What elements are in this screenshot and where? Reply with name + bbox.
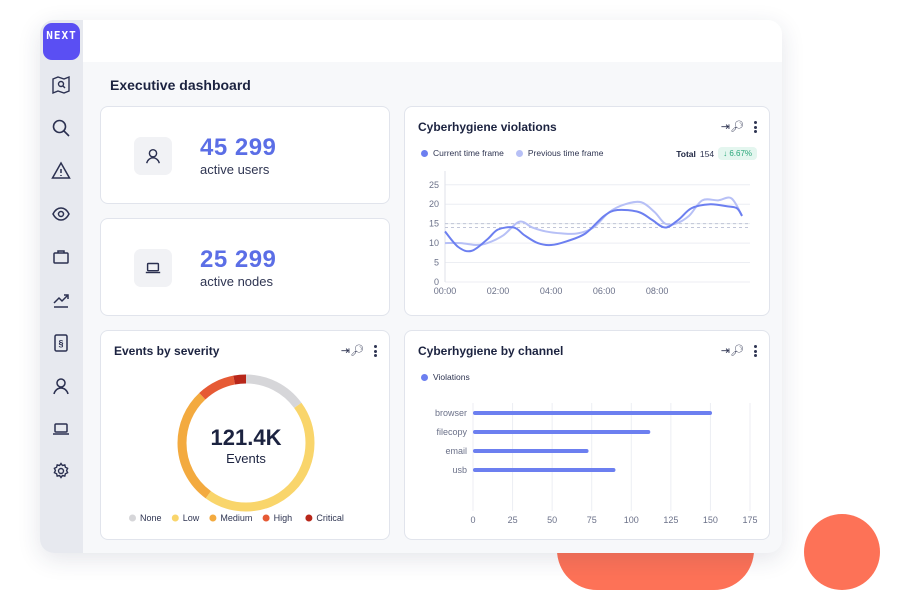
active-users-card: 45 299 active users [100, 106, 390, 204]
x-tick-label: 02:00 [487, 286, 510, 296]
category-label-usb: usb [452, 465, 467, 475]
bar-browser [473, 411, 713, 415]
channel-bar-chart: 0 25 50 75 100 125 150 175 browser filecopy email u… [435, 403, 758, 525]
legend-label-medium: Medium [220, 513, 252, 523]
donut-center-label: Events [226, 451, 266, 466]
y-tick-label: 25 [429, 180, 439, 190]
channel-card: Cyberhygiene by channel ⇥🔎︎ Violations 0… [404, 330, 770, 540]
laptop-icon [134, 249, 172, 287]
logo[interactable]: NEXT [43, 23, 80, 60]
legend-label-high: High [274, 513, 293, 523]
y-tick-label: 20 [429, 199, 439, 209]
legend-label-none: None [140, 513, 162, 523]
y-tick-label: 10 [429, 238, 439, 248]
more-menu-icon[interactable] [374, 345, 377, 357]
drilldown-icon[interactable]: ⇥🔎︎ [720, 121, 744, 133]
x-tick-label: 08:00 [646, 286, 669, 296]
legend-dot-low [171, 514, 179, 522]
change-badge: ↓ 6.67% [718, 147, 757, 160]
severity-title: Events by severity [114, 344, 220, 358]
legend-dot-medium [209, 514, 217, 522]
drilldown-icon[interactable]: ⇥🔎︎ [720, 345, 744, 357]
category-label-browser: browser [435, 408, 467, 418]
category-label-email: email [445, 446, 467, 456]
laptop-icon[interactable] [51, 419, 71, 439]
svg-text:§: § [58, 339, 63, 349]
bar-email [473, 449, 589, 453]
x-tick-label: 25 [508, 515, 518, 525]
policy-icon[interactable]: § [51, 333, 71, 353]
bar-filecopy [473, 430, 651, 434]
legend-dot-critical [305, 514, 313, 522]
severity-card: Events by severity ⇥🔎︎ 121.4K Events None L… [100, 330, 390, 540]
legend-violations-label: Violations [433, 372, 470, 382]
x-tick-label: 00:00 [434, 286, 457, 296]
legend-violations[interactable]: Violations [421, 372, 470, 382]
gear-icon[interactable] [51, 461, 71, 481]
briefcase-icon[interactable] [51, 247, 71, 267]
donut-slice-critical [177, 374, 315, 512]
warning-icon[interactable] [51, 161, 71, 181]
more-menu-icon[interactable] [754, 345, 757, 357]
legend-current[interactable]: Current time frame [421, 148, 504, 158]
y-tick-label: 15 [429, 219, 439, 229]
current-series-line [444, 203, 743, 253]
sidebar: NEXT § [40, 20, 83, 553]
channel-title: Cyberhygiene by channel [418, 344, 564, 358]
donut-slice-medium [177, 374, 315, 512]
total-value: 154 [699, 148, 715, 159]
legend-dot-high [262, 514, 270, 522]
trend-icon[interactable] [51, 290, 71, 310]
x-tick-label: 04:00 [540, 286, 563, 296]
app-window: NEXT § Executive das [40, 20, 782, 553]
eye-icon[interactable] [51, 204, 71, 224]
legend-previous[interactable]: Previous time frame [515, 148, 604, 158]
y-tick-label: 5 [434, 258, 439, 268]
active-users-label: active users [200, 162, 270, 177]
x-tick-label: 100 [624, 515, 639, 525]
legend-label-low: Low [183, 513, 200, 523]
page-title: Executive dashboard [110, 77, 251, 93]
x-tick-label: 125 [663, 515, 678, 525]
search-icon[interactable] [51, 118, 71, 138]
drilldown-icon[interactable]: ⇥🔎︎ [340, 345, 364, 357]
x-tick-label: 50 [547, 515, 557, 525]
legend-previous-label: Previous time frame [527, 148, 604, 158]
y-tick-label: 0 [434, 277, 439, 287]
user-icon [134, 137, 172, 175]
donut-slice-low [177, 374, 315, 512]
violations-line-chart: 0 5 10 15 20 25 00:00 02:00 04:00 06:00 08:00 [429, 171, 750, 296]
top-bar [83, 20, 782, 62]
active-nodes-card: 25 299 active nodes [100, 218, 390, 316]
violations-card: Cyberhygiene violations ⇥🔎︎ Current time… [404, 106, 770, 316]
legend-dot-none [129, 514, 136, 522]
x-tick-label: 06:00 [593, 286, 616, 296]
decorative-pill [557, 548, 754, 590]
category-label-filecopy: filecopy [436, 427, 467, 437]
x-tick-label: 175 [742, 515, 757, 525]
x-tick-label: 75 [587, 515, 597, 525]
user-icon[interactable] [51, 376, 71, 396]
active-nodes-value: 25 299 [200, 246, 277, 273]
active-nodes-label: active nodes [200, 274, 273, 289]
decorative-circle [804, 514, 880, 590]
bar-usb [473, 468, 616, 472]
legend-label-critical: Critical [316, 513, 344, 523]
more-menu-icon[interactable] [754, 121, 757, 133]
x-tick-label: 150 [703, 515, 718, 525]
legend-current-label: Current time frame [433, 148, 504, 158]
total-label: Total [676, 148, 696, 159]
active-users-value: 45 299 [200, 134, 277, 161]
donut-center-value: 121.4K [211, 425, 282, 450]
violations-title: Cyberhygiene violations [418, 120, 557, 134]
map-search-icon[interactable] [51, 75, 71, 95]
x-tick-label: 0 [470, 515, 475, 525]
